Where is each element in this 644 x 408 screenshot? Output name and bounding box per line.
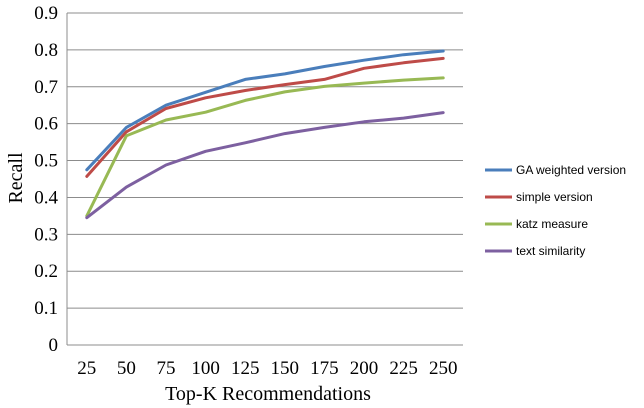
legend-label-simple-version: simple version	[516, 190, 593, 204]
x-tick-label: 125	[231, 358, 260, 379]
x-tick-label: 75	[157, 358, 176, 379]
y-tick-label: 0.6	[34, 114, 58, 135]
x-tick-label: 250	[429, 358, 458, 379]
series-lines	[85, 49, 445, 220]
x-tick-label: 100	[191, 358, 220, 379]
legend: GA weighted version simple version katz me…	[485, 163, 626, 258]
y-axis-tick-labels: 0 0.1 0.2 0.3 0.4 0.5 0.6 0.7 0.8 0.9	[34, 3, 58, 356]
y-tick-label: 0.5	[34, 151, 58, 172]
y-tick-label: 0.4	[34, 187, 58, 208]
x-tick-label: 225	[389, 358, 418, 379]
legend-label-text-similarity: text similarity	[516, 244, 585, 258]
x-tick-label: 200	[350, 358, 379, 379]
legend-label-ga-weighted-version: GA weighted version	[516, 163, 626, 177]
y-tick-label: 0.2	[34, 261, 58, 282]
y-tick-label: 0	[49, 335, 59, 356]
y-axis-title: Recall	[5, 152, 27, 204]
y-tick-label: 0.7	[34, 77, 58, 98]
legend-label-katz-measure: katz measure	[516, 217, 588, 231]
x-tick-label: 25	[77, 358, 96, 379]
x-tick-label: 150	[271, 358, 300, 379]
y-tick-label: 0.9	[34, 3, 58, 24]
y-tick-label: 0.1	[34, 298, 58, 319]
series-line-katz-measure	[85, 76, 445, 218]
x-axis-title: Top-K Recommendations	[165, 383, 371, 405]
x-tick-label: 50	[117, 358, 136, 379]
x-axis-tick-labels: 25 50 75 100 125 150 175 200 225 250	[77, 358, 457, 379]
series-line-simple-version	[85, 56, 445, 178]
x-tick-label: 175	[310, 358, 339, 379]
y-tick-label: 0.3	[34, 224, 58, 245]
series-line-text-similarity	[85, 111, 445, 220]
y-tick-label: 0.8	[34, 40, 58, 61]
series-line-ga-weighted-version	[85, 49, 445, 172]
